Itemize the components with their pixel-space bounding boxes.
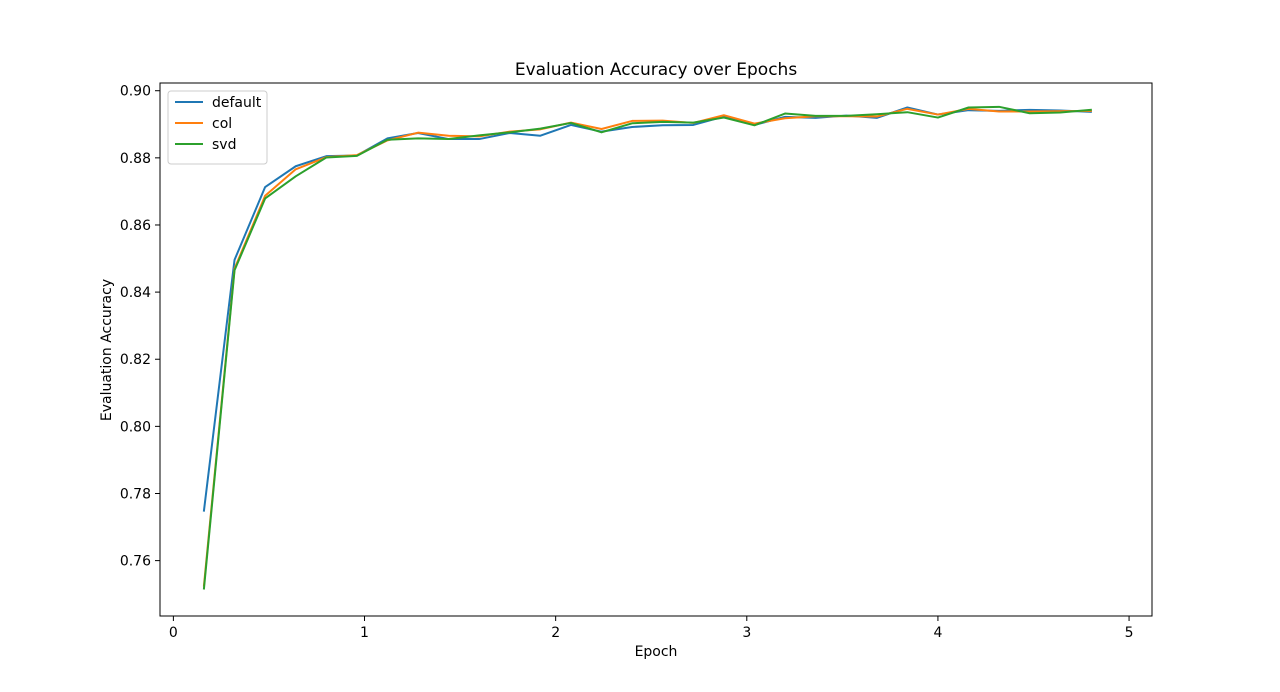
legend: default col svd bbox=[167, 90, 268, 165]
legend-label-default: default bbox=[212, 95, 262, 111]
legend-box bbox=[167, 90, 268, 165]
y-tick-label: 0.76 bbox=[120, 554, 151, 570]
y-axis-title: Evaluation Accuracy bbox=[99, 279, 115, 421]
y-tick-label: 0.78 bbox=[120, 486, 151, 502]
y-tick-label: 0.88 bbox=[120, 151, 151, 167]
series-line-svd bbox=[202, 105, 1092, 590]
y-axis: 0.76 0.78 0.80 0.82 0.84 0.86 0.88 0.90 bbox=[120, 84, 160, 570]
x-tick-label: 0 bbox=[169, 625, 178, 641]
chart-title: Evaluation Accuracy over Epochs bbox=[515, 60, 797, 80]
x-tick-label: 2 bbox=[551, 625, 560, 641]
y-tick-label: 0.80 bbox=[120, 419, 151, 435]
y-tick-label: 0.90 bbox=[120, 84, 151, 100]
x-tick-label: 1 bbox=[360, 625, 369, 641]
legend-label-svd: svd bbox=[212, 137, 236, 153]
y-tick-label: 0.86 bbox=[120, 218, 151, 234]
x-axis-title: Epoch bbox=[635, 644, 678, 660]
x-tick-label: 4 bbox=[933, 625, 942, 641]
x-axis: 0 1 2 3 4 5 bbox=[169, 616, 1134, 641]
series-layer bbox=[202, 105, 1092, 590]
y-tick-label: 0.82 bbox=[120, 352, 151, 368]
legend-label-col: col bbox=[212, 116, 232, 132]
y-tick-label: 0.84 bbox=[120, 285, 151, 301]
x-tick-label: 5 bbox=[1125, 625, 1134, 641]
x-tick-label: 3 bbox=[742, 625, 751, 641]
plot-area-frame bbox=[159, 82, 1153, 617]
